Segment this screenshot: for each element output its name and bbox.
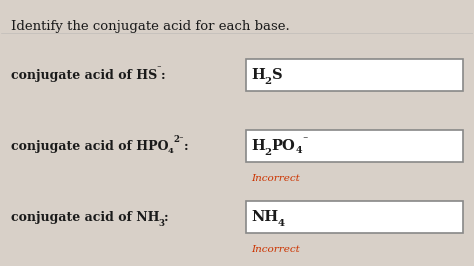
Text: 4: 4 [167, 147, 173, 155]
Text: 2: 2 [265, 148, 272, 157]
Text: 2⁻: 2⁻ [173, 135, 184, 144]
Text: PO: PO [272, 139, 295, 153]
Text: 2: 2 [265, 77, 272, 86]
Text: 4: 4 [295, 146, 302, 155]
Text: H: H [251, 139, 265, 153]
Text: conjugate acid of NH: conjugate acid of NH [11, 211, 159, 224]
Text: H: H [251, 68, 265, 82]
Text: Incorrect: Incorrect [251, 174, 300, 183]
Text: NH: NH [251, 210, 278, 224]
Text: 3: 3 [158, 219, 164, 228]
Text: Incorrect: Incorrect [251, 245, 300, 254]
Text: :: : [161, 69, 170, 82]
FancyBboxPatch shape [246, 59, 463, 91]
Text: 4: 4 [278, 219, 285, 228]
Text: S: S [272, 68, 283, 82]
Text: ⁻: ⁻ [302, 135, 307, 144]
Text: Identify the conjugate acid for each base.: Identify the conjugate acid for each bas… [11, 20, 290, 33]
Text: conjugate acid of HPO: conjugate acid of HPO [11, 140, 168, 153]
Text: conjugate acid of HS: conjugate acid of HS [11, 69, 157, 82]
FancyBboxPatch shape [246, 201, 463, 233]
Text: ⁻: ⁻ [156, 64, 161, 73]
Text: :: : [183, 140, 192, 153]
FancyBboxPatch shape [246, 130, 463, 162]
Text: :: : [164, 211, 173, 224]
